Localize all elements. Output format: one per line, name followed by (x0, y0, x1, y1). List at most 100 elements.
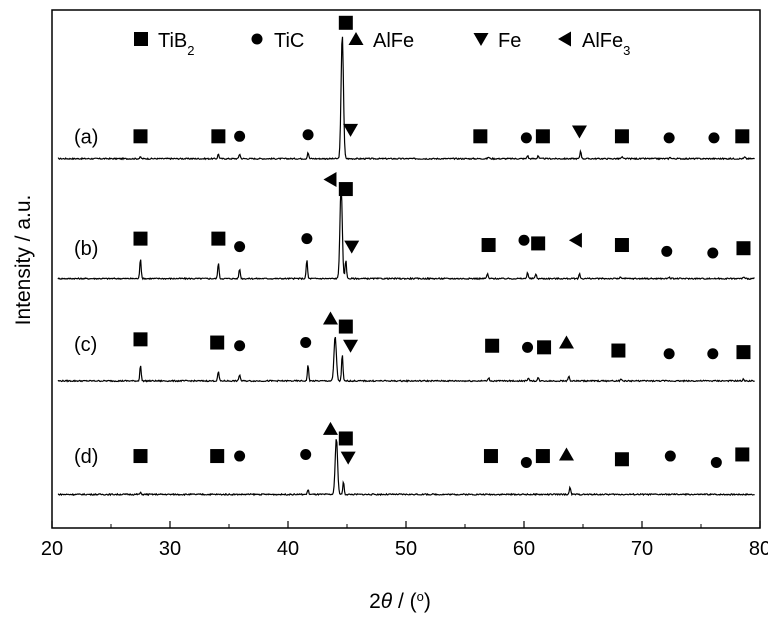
legend-label-text: TiB (158, 30, 187, 52)
x-tick-label: 80 (749, 538, 768, 560)
legend-label: TiC (274, 30, 304, 52)
series-label: (b) (74, 238, 98, 260)
series-1: (a) (57, 15, 755, 161)
y-axis-label: Intensity / a.u. (12, 195, 35, 326)
legend-entry: AlFe3 (558, 30, 630, 58)
peak-marker-square (535, 449, 550, 464)
series-label: (d) (74, 446, 98, 468)
peak-marker-triangle-up (558, 335, 574, 349)
peak-marker-square (485, 338, 500, 353)
series-label: (c) (74, 334, 97, 356)
peak-marker-circle (663, 132, 675, 144)
peak-marker-triangle-up (558, 447, 574, 461)
peak-marker-square (338, 15, 353, 30)
peak-marker-square (735, 129, 750, 144)
peak-marker-square (338, 431, 353, 446)
legend-entry: TiB2 (134, 30, 195, 58)
peak-marker-square (736, 345, 751, 360)
peak-marker-circle (664, 450, 676, 462)
legend-entry: TiC (251, 30, 304, 52)
peak-marker-circle (663, 348, 675, 360)
x-axis-label-symbol: 2 (369, 590, 381, 613)
peak-marker-square (338, 182, 353, 197)
series-4: (d) (57, 421, 755, 497)
peak-marker-triangle-up (322, 311, 338, 325)
x-tick-label: 30 (159, 538, 181, 560)
legend-label-text: Fe (498, 30, 521, 52)
peak-marker-circle (234, 130, 246, 142)
peak-marker-circle (301, 233, 313, 245)
peak-marker-circle (234, 450, 246, 462)
legend-triangle-down-icon (473, 33, 489, 46)
peak-marker-circle (520, 132, 532, 144)
peak-marker-circle (661, 245, 673, 257)
peak-marker-circle (707, 348, 719, 360)
peak-marker-circle (300, 448, 312, 460)
peak-marker-circle (708, 132, 720, 144)
legend-entry: Fe (473, 30, 521, 52)
peak-marker-circle (707, 247, 719, 259)
peak-marker-square (133, 129, 148, 144)
peak-marker-square (614, 129, 629, 144)
legend-entry: AlFe (348, 30, 414, 52)
peak-marker-square (535, 129, 550, 144)
series-2: (b) (57, 171, 755, 281)
peak-marker-square (736, 241, 751, 256)
peak-marker-square (614, 238, 629, 253)
peak-marker-square (210, 449, 225, 464)
peak-marker-triangle-up (322, 421, 338, 435)
legend-label-text: TiC (274, 30, 304, 52)
peak-marker-square (473, 129, 488, 144)
peak-marker-square (614, 452, 629, 467)
x-axis: 20 30 40 50 60 70 80 (41, 521, 768, 560)
peak-marker-square (531, 236, 546, 251)
peak-marker-square (211, 129, 226, 144)
legend: TiB2 TiC AlFe Fe AlFe3 (134, 30, 630, 58)
peak-marker-triangle-down (344, 240, 360, 254)
legend-circle-icon (251, 33, 263, 45)
legend-triangle-left-icon (558, 31, 571, 47)
legend-label: AlFe (373, 30, 414, 52)
series-3: (c) (57, 311, 755, 383)
peak-marker-square (537, 340, 552, 355)
x-axis-label-close: ) (424, 590, 431, 613)
peak-marker-circle (302, 129, 314, 141)
x-tick-label: 50 (395, 538, 417, 560)
legend-label-text: AlFe (582, 30, 623, 52)
series-line (57, 185, 755, 281)
x-tick-label: 20 (41, 538, 63, 560)
legend-label: TiB2 (158, 30, 195, 58)
x-tick-label: 40 (277, 538, 299, 560)
peak-marker-triangle-down (571, 125, 587, 139)
peak-marker-square (611, 343, 626, 358)
peak-marker-triangle-left (323, 171, 337, 187)
legend-triangle-up-icon (348, 32, 364, 45)
peak-marker-triangle-left (568, 232, 582, 248)
peak-marker-circle (710, 456, 722, 468)
peak-marker-square (210, 335, 225, 350)
series-layer: (a) (b) (c) (d) (57, 15, 755, 497)
peak-marker-circle (300, 337, 312, 349)
peak-marker-square (735, 447, 750, 462)
peak-marker-square (338, 319, 353, 334)
series-line (57, 36, 755, 161)
legend-label-subscript: 2 (187, 43, 194, 58)
series-line (57, 336, 755, 383)
peak-marker-square (133, 332, 148, 347)
peak-marker-square (483, 449, 498, 464)
series-line (57, 439, 755, 497)
peak-marker-circle (520, 456, 532, 468)
x-axis-label-theta: θ (381, 590, 393, 613)
legend-label-text: AlFe (373, 30, 414, 52)
x-tick-label: 60 (513, 538, 535, 560)
legend-label: Fe (498, 30, 521, 52)
peak-marker-circle (518, 234, 530, 246)
peak-marker-square (133, 449, 148, 464)
legend-label: AlFe3 (582, 30, 630, 58)
series-label: (a) (74, 126, 98, 148)
peak-marker-circle (234, 340, 246, 352)
peak-marker-triangle-down (343, 339, 359, 353)
peak-marker-square (133, 231, 148, 246)
legend-square-icon (134, 32, 148, 46)
